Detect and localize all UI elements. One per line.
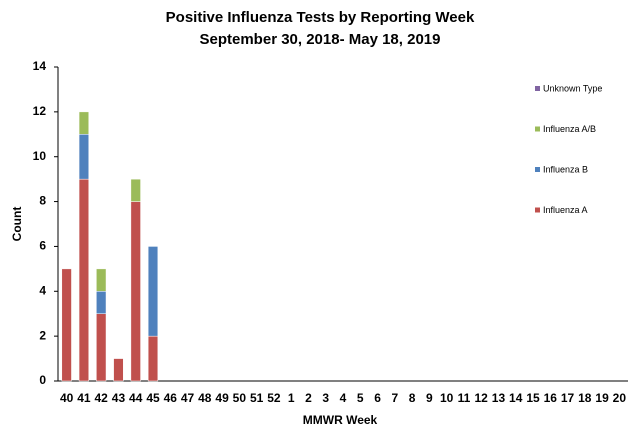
legend-label: Unknown Type [543, 83, 602, 93]
chart-subtitle: September 30, 2018- May 18, 2019 [200, 31, 441, 48]
legend-label: Influenza B [543, 164, 588, 174]
y-tick-label: 0 [39, 373, 46, 387]
y-tick-label: 8 [39, 194, 46, 208]
legend-swatch [535, 167, 540, 172]
bar-segment [96, 268, 107, 292]
x-tick-label: 7 [391, 391, 398, 405]
x-tick-label: 43 [112, 391, 126, 405]
x-tick-label: 9 [426, 391, 433, 405]
bar-segment [130, 178, 141, 202]
legend-swatch [535, 86, 540, 91]
x-tick-label: 45 [146, 391, 160, 405]
x-tick-label: 47 [181, 391, 195, 405]
x-tick-label: 40 [60, 391, 74, 405]
bar-segment [78, 178, 89, 382]
bar-segment [130, 201, 141, 382]
x-tick-label: 42 [95, 391, 109, 405]
y-tick-label: 12 [33, 104, 47, 118]
x-tick-label: 49 [215, 391, 229, 405]
legend-label: Influenza A [543, 205, 588, 215]
bar-segment [147, 335, 159, 382]
x-tick-label: 1 [288, 391, 295, 405]
legend-swatch [535, 207, 540, 213]
x-tick-label: 51 [250, 391, 264, 405]
x-tick-label: 5 [357, 391, 364, 405]
x-tick-label: 44 [129, 391, 143, 405]
x-tick-label: 15 [526, 391, 540, 405]
x-tick-label: 48 [198, 391, 212, 405]
bar-segment [96, 313, 107, 382]
x-tick-label: 17 [561, 391, 575, 405]
x-tick-label: 46 [164, 391, 178, 405]
x-tick-label: 14 [509, 391, 523, 405]
bar-segment [96, 291, 107, 314]
x-tick-label: 6 [374, 391, 381, 405]
bar-segment [78, 134, 89, 180]
bar-segment [147, 246, 159, 337]
legend-swatch [535, 126, 540, 132]
y-tick-label: 6 [39, 239, 46, 253]
x-tick-label: 10 [440, 391, 454, 405]
x-axis-label: MMWR Week [303, 413, 378, 427]
bar-segment [61, 268, 72, 382]
x-tick-label: 4 [340, 391, 347, 405]
x-tick-label: 41 [77, 391, 91, 405]
x-tick-label: 52 [267, 391, 281, 405]
x-tick-label: 50 [233, 391, 247, 405]
bar-segment [78, 111, 89, 135]
x-tick-label: 12 [475, 391, 489, 405]
y-tick-label: 14 [33, 59, 47, 73]
y-axis-label: Count [10, 207, 24, 242]
bar-segment [113, 358, 124, 382]
x-tick-label: 20 [613, 391, 627, 405]
x-tick-label: 18 [578, 391, 592, 405]
x-tick-label: 16 [544, 391, 558, 405]
x-tick-label: 2 [305, 391, 312, 405]
legend-label: Influenza A/B [543, 124, 596, 134]
x-tick-label: 11 [458, 391, 471, 405]
y-tick-label: 10 [33, 149, 47, 163]
x-tick-label: 13 [492, 391, 506, 405]
chart-title: Positive Influenza Tests by Reporting We… [166, 9, 475, 26]
y-tick-label: 2 [39, 328, 46, 342]
x-tick-label: 19 [595, 391, 609, 405]
x-tick-label: 3 [322, 391, 329, 405]
x-tick-label: 8 [409, 391, 416, 405]
y-tick-label: 4 [39, 283, 46, 297]
